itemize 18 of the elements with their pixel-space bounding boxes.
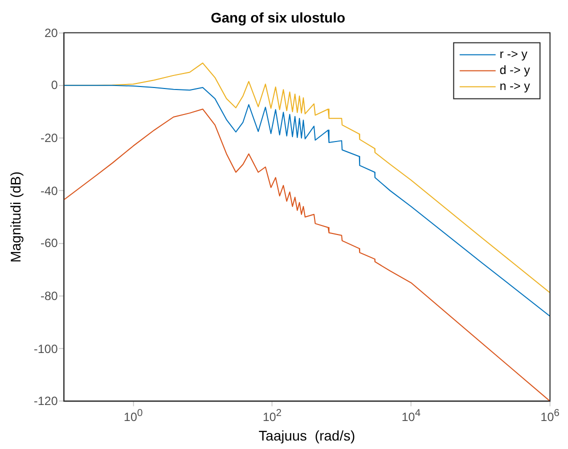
y-tick-label: 0 xyxy=(51,78,58,92)
y-tick-label: 20 xyxy=(44,26,58,40)
y-tick-label: -80 xyxy=(40,288,58,303)
x-tick-label: 10$^{2}$ xyxy=(262,407,282,424)
x-tick-label: 10$^{4}$ xyxy=(402,407,421,424)
x-tick-label: 10$^{6}$ xyxy=(540,407,560,424)
y-tick-label: -120 xyxy=(34,394,58,408)
y-axis-title: Magnitudi (dB) xyxy=(7,171,24,263)
x-axis-title: Taajuus (rad/s) xyxy=(258,427,356,444)
y-tick-label: -60 xyxy=(40,236,58,250)
x-tick-label: 10$^{0}$ xyxy=(124,407,143,424)
y-tick-label: -20 xyxy=(40,131,58,146)
chart-title: Gang of six ulostulo xyxy=(210,9,346,26)
legend-label: r -> y xyxy=(500,47,528,62)
legend-label: n -> y xyxy=(500,79,530,94)
y-tick-label: -100 xyxy=(34,342,58,356)
legend-label: d -> y xyxy=(500,63,530,78)
y-tick-label: -40 xyxy=(40,184,58,198)
